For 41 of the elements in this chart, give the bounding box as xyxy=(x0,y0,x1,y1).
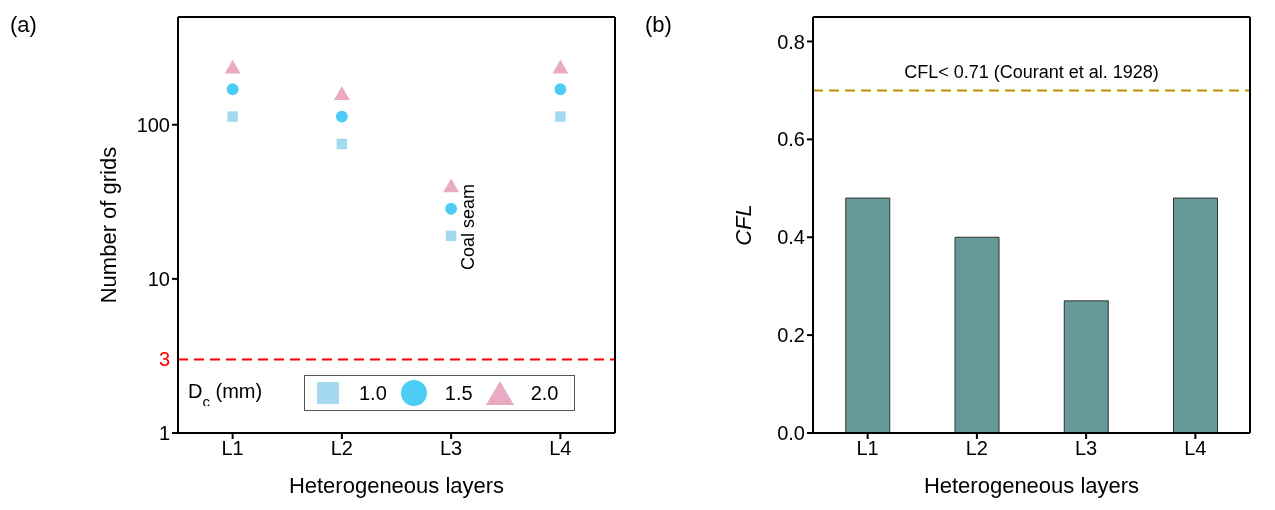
point xyxy=(555,111,566,122)
point xyxy=(554,83,567,96)
x-tick-label: L4 xyxy=(1184,437,1207,460)
bar xyxy=(1063,300,1109,433)
ref-line-label: CFL< 0.71 (Courant et al. 1928) xyxy=(904,62,1159,83)
point xyxy=(336,138,348,150)
point xyxy=(226,83,239,96)
point xyxy=(445,230,457,242)
x-tick-label: L2 xyxy=(965,437,988,460)
point xyxy=(227,111,238,122)
y-tick-label: 1 xyxy=(158,422,170,445)
y-axis-title: Number of grids xyxy=(95,146,121,304)
x-tick-label: L2 xyxy=(330,437,353,460)
bar xyxy=(954,236,1000,433)
chart-title: (b) xyxy=(645,12,672,38)
y-tick-label: 0.4 xyxy=(777,226,805,249)
point xyxy=(445,202,458,215)
x-axis-title: Heterogeneous layers xyxy=(923,473,1140,498)
chart-title: (a) xyxy=(10,12,37,38)
x-tick-label: L4 xyxy=(549,437,572,460)
y-tick-label: 0.2 xyxy=(777,324,805,347)
legend-title: D$_{c}$ (mm) xyxy=(188,379,263,409)
y-tick-label: 10 xyxy=(147,267,170,290)
annotation: Coal seam xyxy=(458,183,478,270)
x-axis-title: Heterogeneous layers xyxy=(288,473,505,498)
ref-line-label: 3 xyxy=(158,348,170,371)
legend-label: 1.0 xyxy=(359,381,387,405)
legend-label: 2.0 xyxy=(530,381,559,405)
point xyxy=(335,110,348,123)
y-tick-label: 100 xyxy=(136,113,170,136)
y-tick-label: 0.0 xyxy=(777,422,805,445)
y-tick-label: 0.6 xyxy=(777,128,805,151)
bar xyxy=(1173,197,1219,433)
y-axis-title: CFL xyxy=(730,204,756,246)
x-tick-label: L3 xyxy=(1075,437,1098,460)
legend-label: 1.5 xyxy=(444,381,473,405)
x-tick-label: L3 xyxy=(440,437,463,460)
x-tick-label: L1 xyxy=(221,437,244,460)
bar xyxy=(845,197,891,433)
y-tick-label: 0.8 xyxy=(777,30,805,53)
x-tick-label: L1 xyxy=(856,437,879,460)
